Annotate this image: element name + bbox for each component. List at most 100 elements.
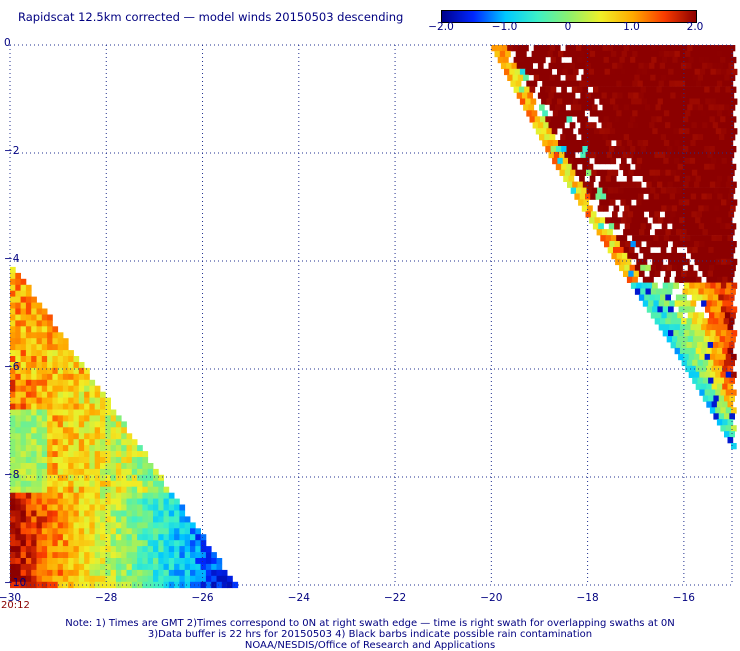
wind-cell bbox=[41, 415, 48, 422]
wind-cell bbox=[708, 395, 714, 402]
wind-cell bbox=[672, 336, 678, 343]
wind-cell bbox=[52, 463, 59, 470]
wind-cell bbox=[78, 427, 85, 434]
wind-cell bbox=[607, 229, 613, 236]
wind-cell bbox=[672, 56, 679, 64]
wind-cell bbox=[720, 371, 727, 378]
longitude-label: −20 bbox=[480, 592, 503, 604]
wind-cell bbox=[699, 389, 705, 396]
wind-cell bbox=[68, 569, 74, 577]
wind-cell bbox=[105, 516, 111, 523]
wind-cell bbox=[675, 342, 682, 349]
wind-cell bbox=[100, 421, 106, 428]
wind-cell bbox=[10, 457, 16, 464]
wind-cell bbox=[645, 288, 652, 295]
wind-cell bbox=[174, 546, 180, 553]
wind-cell bbox=[691, 62, 698, 70]
wind-cell bbox=[715, 199, 722, 206]
wind-cell bbox=[73, 373, 80, 381]
wind-cell bbox=[641, 68, 648, 76]
wind-cell bbox=[704, 146, 710, 153]
wind-cell bbox=[41, 367, 48, 375]
wind-cell bbox=[25, 439, 32, 446]
wind-cell bbox=[163, 563, 170, 571]
wind-cell bbox=[110, 409, 117, 416]
wind-cell bbox=[685, 276, 691, 283]
wind-cell bbox=[31, 314, 37, 321]
wind-cell bbox=[669, 193, 676, 200]
wind-cell bbox=[679, 175, 686, 182]
wind-cell bbox=[105, 504, 111, 511]
wind-cell bbox=[687, 134, 693, 141]
wind-cell bbox=[712, 211, 719, 218]
wind-cell bbox=[686, 151, 692, 159]
wind-cell bbox=[121, 480, 127, 488]
wind-cell bbox=[609, 98, 616, 105]
wind-cell bbox=[729, 45, 736, 52]
wind-cell bbox=[15, 516, 21, 523]
wind-cell bbox=[31, 457, 37, 464]
wind-cell bbox=[15, 332, 21, 339]
wind-cell bbox=[73, 540, 80, 547]
wind-cell bbox=[703, 45, 709, 52]
wind-cell bbox=[663, 110, 670, 117]
wind-cell bbox=[25, 344, 32, 351]
wind-cell bbox=[100, 409, 106, 416]
wind-cell bbox=[47, 468, 53, 476]
wind-cell bbox=[62, 528, 69, 535]
wind-cell bbox=[705, 217, 712, 224]
wind-cell bbox=[721, 68, 727, 76]
wind-cell bbox=[640, 264, 646, 272]
wind-cell bbox=[62, 397, 69, 404]
wind-cell bbox=[31, 344, 37, 351]
wind-cell bbox=[15, 474, 21, 482]
wind-cell bbox=[184, 540, 191, 547]
wind-cell bbox=[78, 516, 85, 523]
wind-cell bbox=[163, 575, 170, 583]
wind-cell bbox=[517, 74, 524, 81]
wind-cell bbox=[612, 122, 618, 129]
wind-cell bbox=[147, 486, 154, 493]
wind-cell bbox=[713, 359, 720, 367]
wind-cell bbox=[57, 563, 64, 571]
wind-cell bbox=[688, 163, 694, 171]
wind-cell bbox=[25, 403, 32, 410]
wind-cell bbox=[667, 56, 673, 64]
wind-cell bbox=[602, 74, 609, 81]
wind-cell bbox=[679, 347, 686, 355]
wind-cell bbox=[590, 92, 597, 99]
wind-cell bbox=[614, 116, 620, 123]
wind-cell bbox=[131, 457, 138, 464]
wind-cell bbox=[637, 193, 644, 200]
wind-cell bbox=[36, 409, 43, 416]
wind-cell bbox=[89, 415, 96, 422]
wind-cell bbox=[711, 110, 718, 117]
wind-cell bbox=[94, 480, 101, 488]
wind-cell bbox=[663, 80, 670, 87]
wind-cell bbox=[704, 86, 710, 93]
wind-cell bbox=[36, 362, 43, 369]
wind-cell bbox=[36, 433, 43, 440]
wind-cell bbox=[126, 474, 133, 482]
wind-cell bbox=[722, 401, 728, 408]
wind-cell bbox=[720, 181, 727, 188]
wind-cell bbox=[723, 211, 729, 218]
wind-cell bbox=[524, 56, 530, 64]
wind-cell bbox=[174, 563, 180, 571]
wind-cell bbox=[694, 282, 701, 289]
wind-cell bbox=[708, 187, 714, 194]
wind-cell bbox=[52, 356, 59, 363]
wind-cell bbox=[573, 50, 580, 58]
wind-cell bbox=[174, 510, 180, 517]
wind-cell bbox=[574, 193, 581, 200]
wind-cell bbox=[36, 558, 43, 565]
wind-cell bbox=[47, 457, 53, 464]
wind-cell bbox=[725, 223, 731, 230]
wind-cell bbox=[221, 569, 228, 577]
wind-cell bbox=[94, 457, 101, 464]
wind-cell bbox=[153, 516, 159, 523]
wind-cell bbox=[100, 433, 106, 440]
wind-cell bbox=[730, 146, 737, 153]
wind-cell bbox=[41, 468, 48, 476]
wind-cell bbox=[609, 181, 615, 188]
